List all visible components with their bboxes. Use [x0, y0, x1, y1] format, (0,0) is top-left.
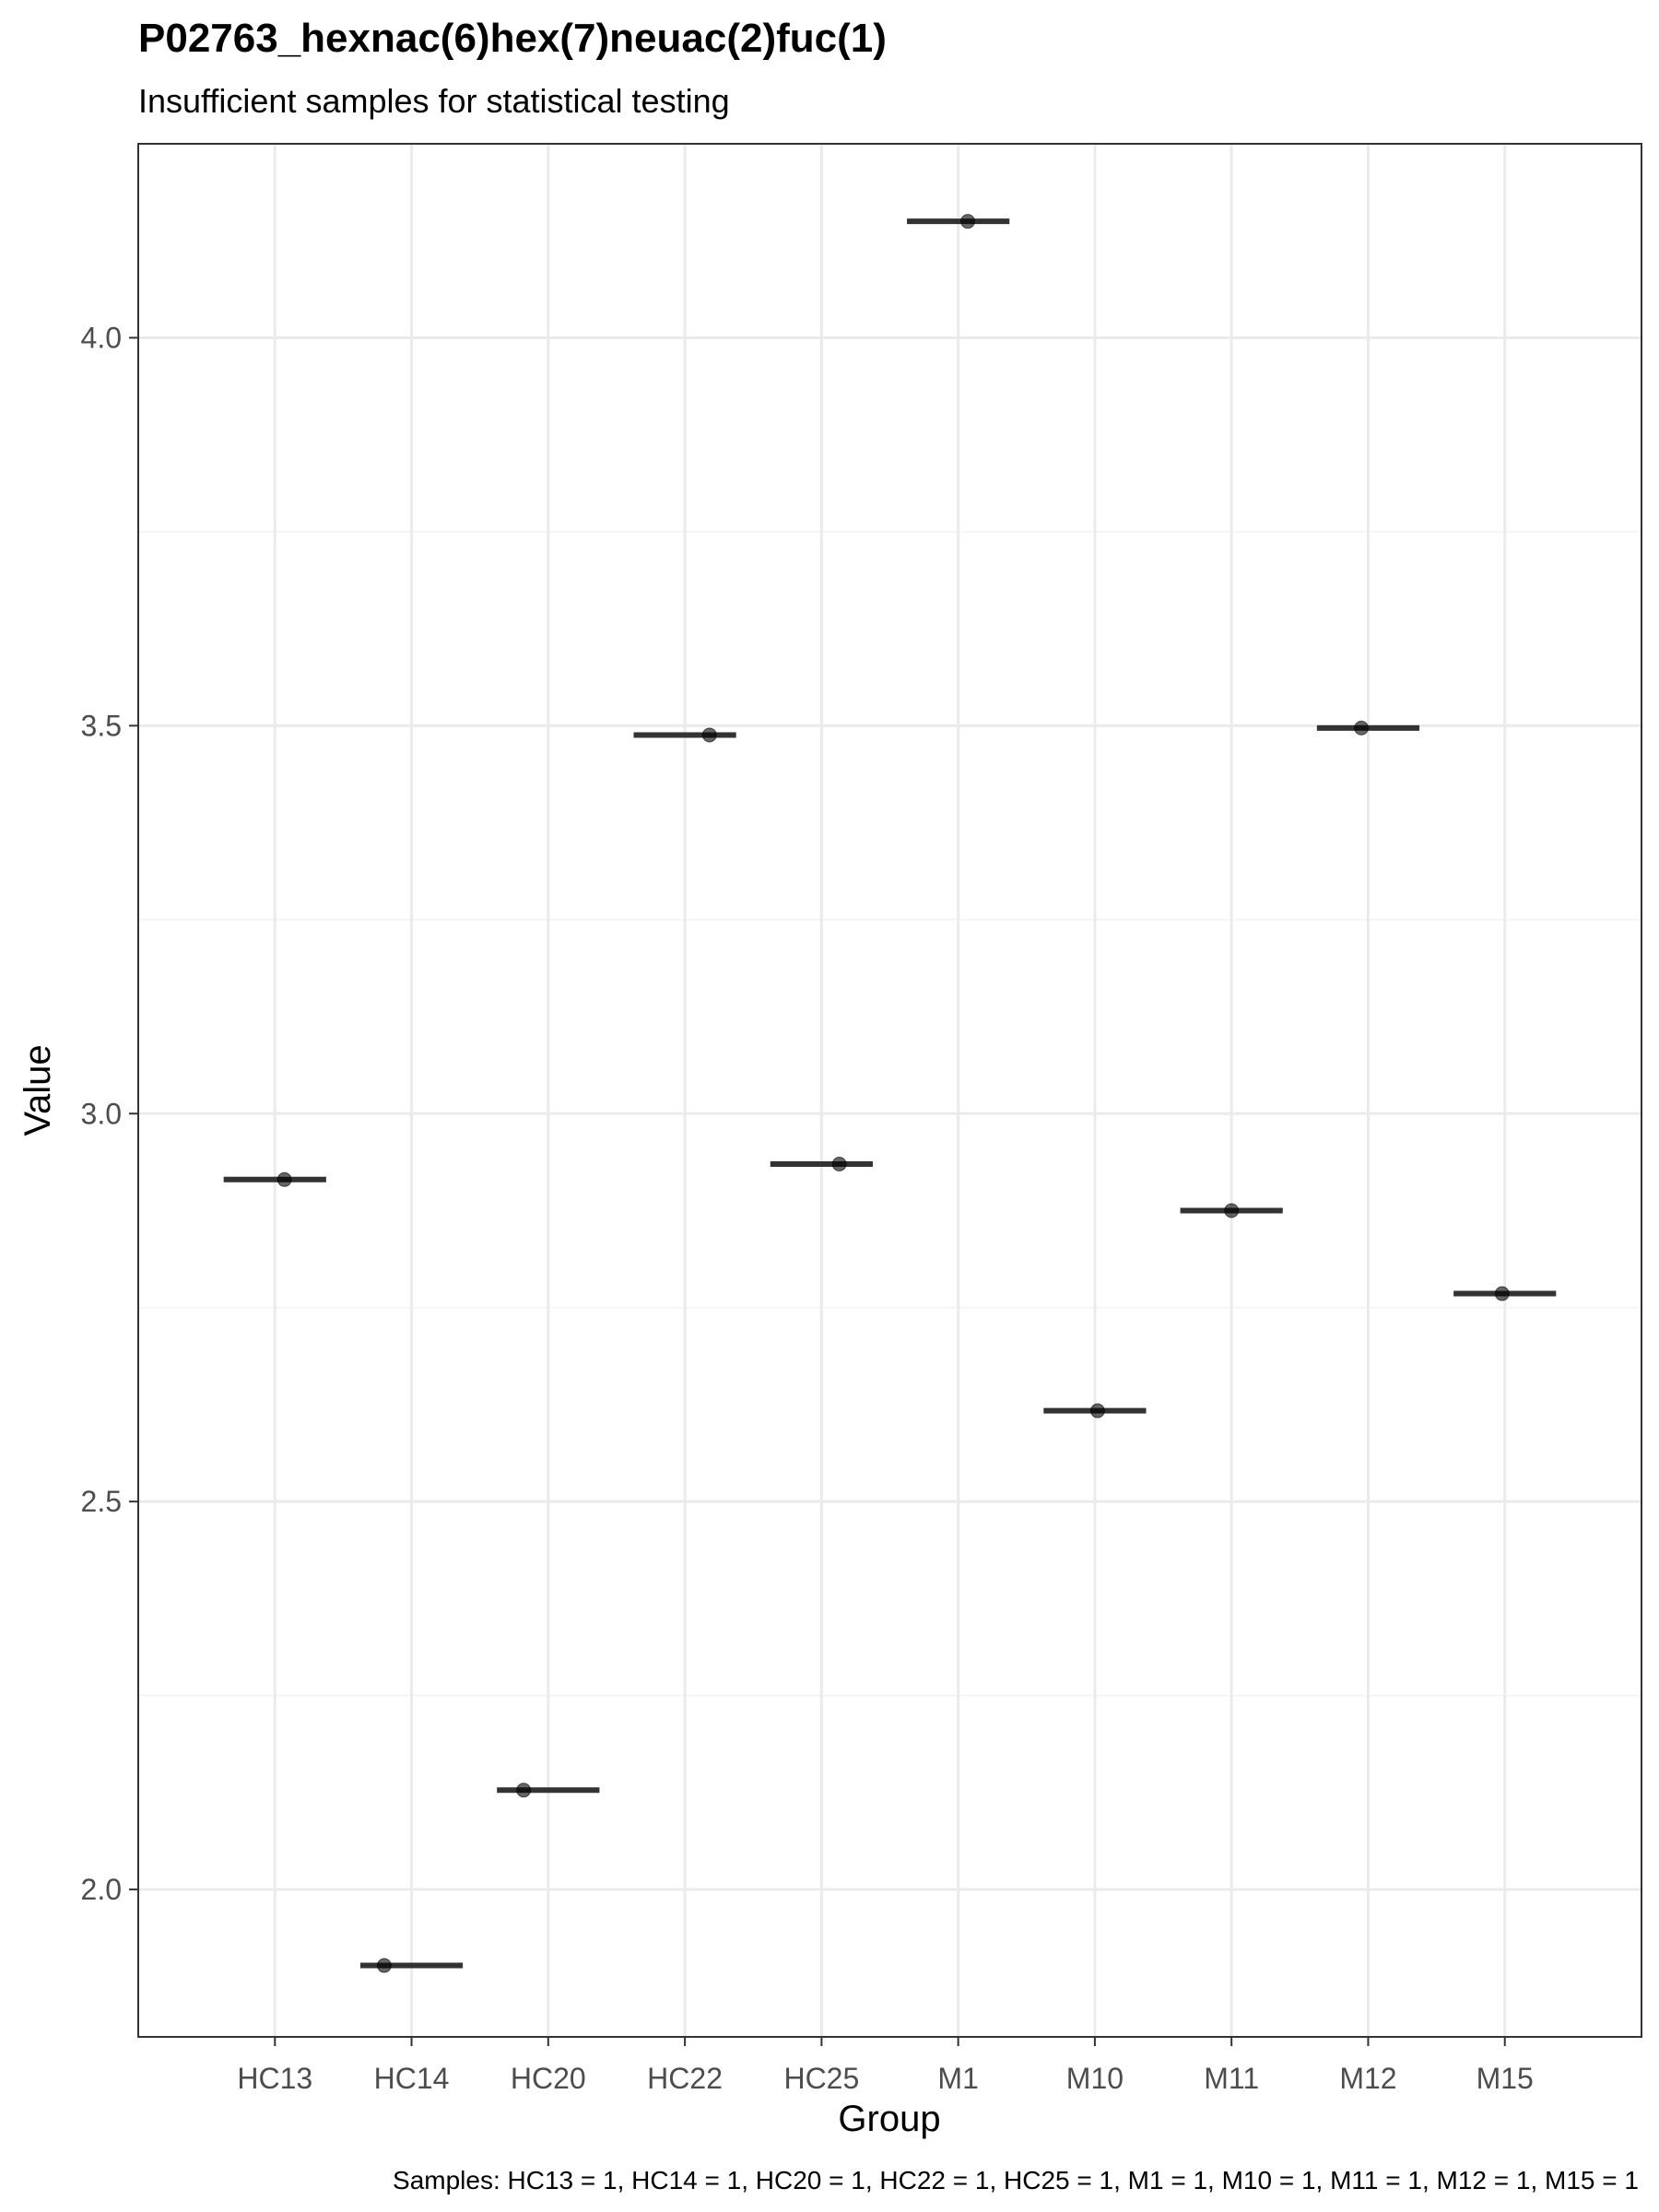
y-axis: 2.0 2.5 3.0 3.5 4.0	[81, 321, 138, 1906]
y-tick-label: 3.0	[81, 1097, 122, 1130]
x-tick-label: HC20	[511, 2062, 586, 2095]
x-axis: HC13 HC14 HC20 HC22 HC25 M1 M10 M11 M12 M15	[237, 2037, 1534, 2095]
x-tick-label: HC25	[783, 2062, 859, 2095]
major-gridlines	[138, 144, 1641, 2037]
data-marks	[223, 214, 1557, 1973]
data-point	[831, 1156, 847, 1171]
data-point	[276, 1171, 292, 1187]
x-tick-label: M15	[1477, 2062, 1534, 2095]
y-tick-label: 2.5	[81, 1485, 122, 1518]
y-axis-title: Value	[18, 1044, 58, 1135]
data-point	[516, 1783, 532, 1798]
data-point	[701, 727, 717, 743]
y-tick-label: 2.0	[81, 1873, 122, 1906]
chart-title: P02763_hexnac(6)hex(7)neuac(2)fuc(1)	[138, 16, 887, 61]
plot-panel	[137, 143, 1642, 2038]
data-point	[376, 1958, 392, 1973]
x-axis-title: Group	[838, 2099, 940, 2139]
x-tick-label: HC14	[374, 2062, 450, 2095]
data-point	[1089, 1403, 1105, 1418]
data-point	[1494, 1286, 1510, 1301]
x-tick-label: M12	[1339, 2062, 1396, 2095]
data-point	[1354, 720, 1370, 735]
x-tick-label: HC13	[237, 2062, 312, 2095]
y-tick-label: 4.0	[81, 321, 122, 354]
data-point	[1224, 1203, 1240, 1218]
minor-gridlines	[138, 143, 1641, 1697]
chart-subtitle: Insufficient samples for statistical tes…	[138, 82, 730, 120]
x-tick-label: M10	[1066, 2062, 1124, 2095]
x-tick-label: M11	[1204, 2062, 1259, 2095]
chart-caption: Samples: HC13 = 1, HC14 = 1, HC20 = 1, H…	[393, 2166, 1639, 2194]
panel-border	[137, 143, 1642, 2038]
y-tick-label: 3.5	[81, 709, 122, 742]
data-point	[960, 214, 976, 229]
x-tick-label: M1	[937, 2062, 978, 2095]
x-tick-label: HC22	[647, 2062, 723, 2095]
